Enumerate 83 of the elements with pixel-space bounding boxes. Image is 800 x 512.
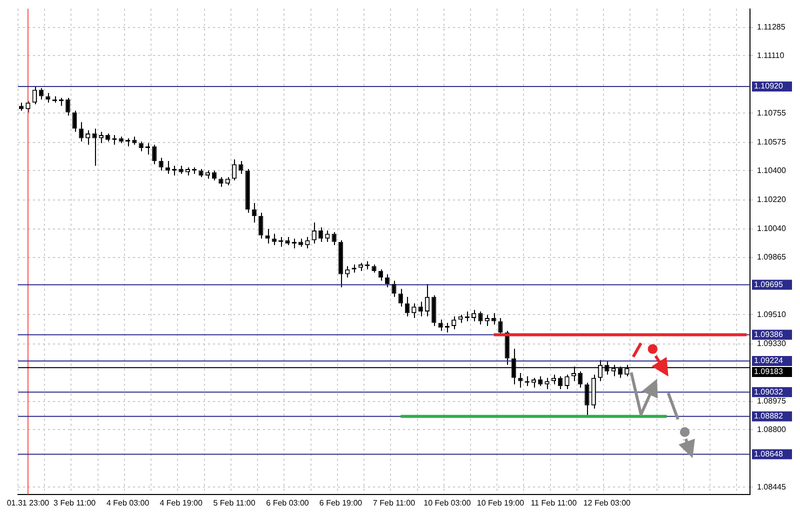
x-tick-label: 4 Feb 03:00 <box>106 498 150 508</box>
x-tick-label: 4 Feb 19:00 <box>160 498 203 508</box>
candlestick <box>46 92 50 104</box>
candlestick <box>332 232 336 246</box>
y-tick-label: 1.10400 <box>757 166 786 175</box>
y-tick-label: 1.10220 <box>757 195 786 204</box>
candlestick <box>498 317 503 336</box>
candlestick <box>544 377 550 390</box>
candlestick <box>345 266 350 278</box>
candlestick <box>92 128 97 166</box>
candlestick <box>158 157 164 172</box>
y-tick-label: 1.10575 <box>757 138 786 147</box>
candlestick <box>218 176 224 188</box>
y-tick-label: 1.10040 <box>757 224 786 234</box>
x-tick-label: 3 Feb 11:00 <box>54 498 96 508</box>
y-tick-label: 1.09510 <box>757 310 786 319</box>
ref-line-label: 1.09183 <box>754 367 784 376</box>
candlestick <box>238 160 244 174</box>
candlestick <box>578 370 583 388</box>
candlestick <box>392 280 396 298</box>
y-tick-label: 1.09865 <box>757 252 786 262</box>
candlestick <box>232 158 237 181</box>
x-tick-label: 11 Feb 11:00 <box>530 498 578 508</box>
x-tick-label: 7 Feb 11:00 <box>372 498 416 508</box>
candlestick <box>464 310 470 322</box>
candlestick <box>32 86 37 105</box>
candlestick <box>558 376 563 390</box>
ref-line-label: 1.09032 <box>754 387 784 396</box>
candlestick <box>152 144 157 165</box>
ref-line-label: 1.09224 <box>754 356 784 366</box>
candlestick <box>472 309 476 322</box>
candlestick <box>378 268 383 282</box>
y-tick-label: 1.10755 <box>757 108 786 118</box>
x-tick-label: 10 Feb 19:00 <box>476 498 525 508</box>
x-tick-label: 6 Feb 19:00 <box>319 498 363 508</box>
candlestick <box>444 322 450 334</box>
ref-line-label: 1.08882 <box>754 412 784 421</box>
candlestick <box>212 170 217 181</box>
candlestick <box>432 294 436 327</box>
candlestick <box>98 131 104 144</box>
candlestick <box>412 302 416 318</box>
candlestick <box>564 374 570 390</box>
candlestick <box>252 202 257 223</box>
x-tick-label: 5 Feb 11:00 <box>213 498 256 508</box>
candlestick <box>66 97 70 116</box>
candlestick <box>418 301 423 317</box>
candlestick <box>138 141 144 152</box>
candlestick <box>318 226 324 242</box>
candlestick <box>452 316 456 330</box>
y-tick-label: 1.11110 <box>757 50 785 60</box>
x-tick-label: 01.31 23:00 <box>6 498 50 508</box>
candlestick <box>538 376 543 386</box>
ref-line-label: 1.09386 <box>754 330 784 340</box>
candlestick <box>72 110 77 132</box>
x-tick-label: 12 Feb 03:00 <box>583 498 632 508</box>
x-tick-label: 6 Feb 03:00 <box>266 498 310 508</box>
ref-line-label: 1.09695 <box>754 280 784 289</box>
ref-line-label: 1.08648 <box>754 449 784 458</box>
candlestick <box>272 233 277 246</box>
candlestick <box>438 319 443 332</box>
y-tick-label: 1.11285 <box>757 22 786 32</box>
y-tick-label: 1.09330 <box>757 339 786 348</box>
candlestick <box>145 142 150 155</box>
candlestick <box>584 382 590 416</box>
candlestick <box>385 274 390 288</box>
y-tick-label: 1.08445 <box>757 482 786 492</box>
x-tick-label: 10 Feb 03:00 <box>424 498 472 508</box>
candlestick <box>78 122 84 142</box>
candlestick <box>86 130 90 146</box>
candlestick <box>478 310 483 325</box>
candlestick <box>424 283 430 317</box>
y-tick-label: 1.08975 <box>757 396 786 406</box>
candlestick <box>312 222 316 244</box>
y-tick-label: 1.08800 <box>757 424 786 434</box>
candlestick <box>26 100 30 113</box>
candlestick <box>398 288 403 308</box>
candlestick <box>305 236 310 249</box>
ref-line-label: 1.10920 <box>754 82 784 91</box>
candlestick <box>265 228 270 244</box>
candlestick <box>404 296 410 317</box>
candlestick <box>258 212 264 240</box>
candlestick <box>38 88 44 100</box>
candlestick <box>325 230 330 242</box>
